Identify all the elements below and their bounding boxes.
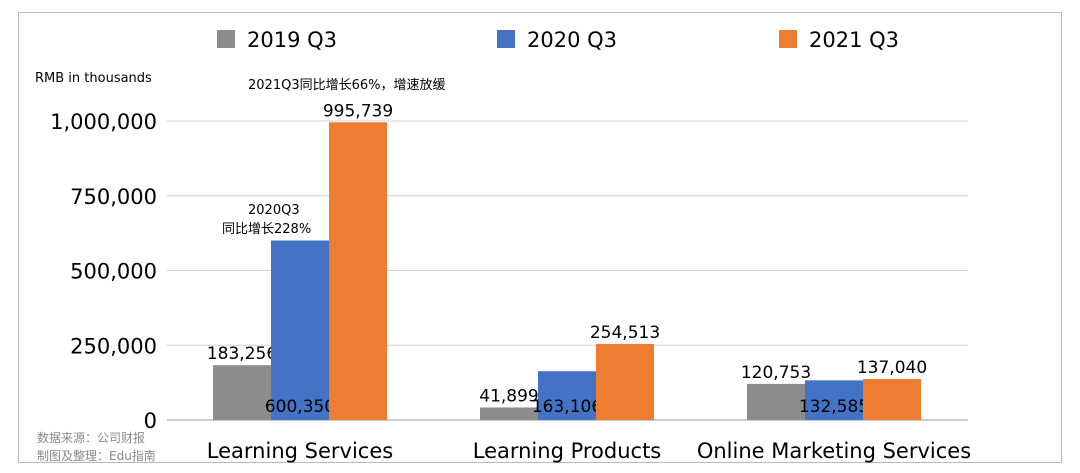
data-label: 41,899 xyxy=(479,386,538,406)
bar-2021-q3 xyxy=(863,379,921,420)
legend-label: 2019 Q3 xyxy=(247,28,337,52)
data-label: 163,106 xyxy=(532,397,602,417)
credit-note: 制图及整理：Edu指南 xyxy=(37,449,156,463)
legend-swatch xyxy=(779,30,797,48)
bar-2021-q3 xyxy=(329,122,387,420)
x-tick-label: Learning Products xyxy=(473,439,662,463)
bar-2019-q3 xyxy=(747,383,805,420)
y-tick-label: 1,000,000 xyxy=(50,110,157,134)
y-tick-label: 0 xyxy=(144,409,157,433)
data-label: 995,739 xyxy=(323,101,393,121)
data-label: 137,040 xyxy=(857,358,927,378)
bar-2021-q3 xyxy=(596,343,654,420)
data-label: 120,753 xyxy=(741,363,811,383)
x-tick-label: Learning Services xyxy=(207,439,393,463)
legend-swatch xyxy=(497,30,515,48)
source-note: 数据来源：公司财报 xyxy=(37,431,146,445)
data-label: 254,513 xyxy=(590,323,660,343)
bar-2020-q3 xyxy=(538,371,596,420)
legend-label: 2021 Q3 xyxy=(809,28,899,52)
y-axis-label: RMB in thousands xyxy=(35,71,152,86)
y-tick-label: 250,000 xyxy=(70,334,157,358)
bar-2019-q3 xyxy=(480,407,538,420)
legend-swatch xyxy=(217,30,235,48)
annotation-2020-growth: 同比增长228% xyxy=(222,222,311,237)
data-label: 132,585 xyxy=(799,397,869,417)
bar-2019-q3 xyxy=(213,365,271,420)
annotation-2020-year: 2020Q3 xyxy=(248,203,300,218)
annotation-2021: 2021Q3同比增长66%，增速放缓 xyxy=(248,78,445,93)
y-tick-label: 500,000 xyxy=(70,260,157,284)
y-tick-label: 750,000 xyxy=(70,185,157,209)
bar-2020-q3 xyxy=(805,380,863,420)
data-label: 600,350 xyxy=(265,397,335,417)
bar-2020-q3 xyxy=(271,240,329,420)
x-tick-label: Online Marketing Services xyxy=(697,439,971,463)
legend-label: 2020 Q3 xyxy=(527,28,617,52)
data-label: 183,256 xyxy=(207,344,277,364)
